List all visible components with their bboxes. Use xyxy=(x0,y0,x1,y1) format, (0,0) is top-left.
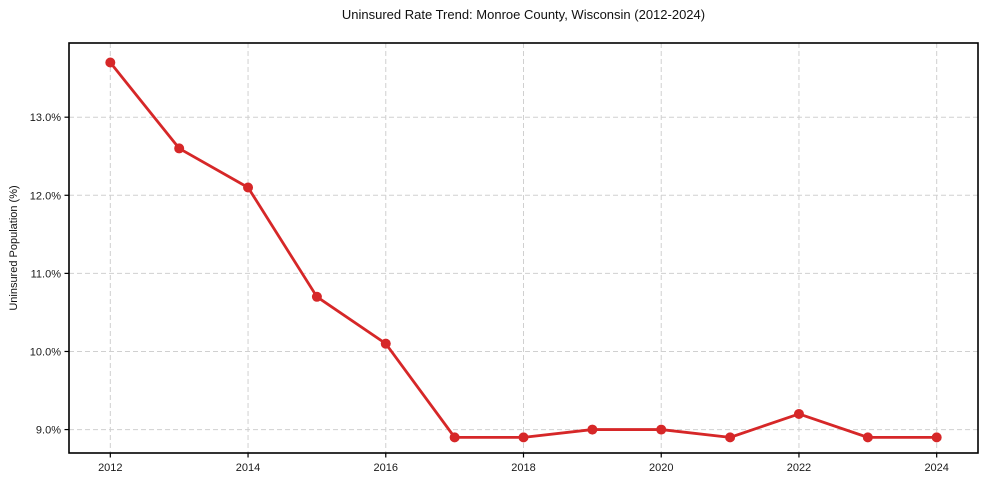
data-point xyxy=(518,432,529,443)
data-point xyxy=(793,408,804,419)
data-point xyxy=(311,291,322,302)
x-tick-label: 2024 xyxy=(924,462,948,474)
data-point xyxy=(449,432,460,443)
data-point xyxy=(174,143,185,154)
chart-title: Uninsured Rate Trend: Monroe County, Wis… xyxy=(341,7,706,22)
x-tick-label: 2022 xyxy=(787,462,811,474)
data-point xyxy=(380,338,391,349)
y-tick-label: 12.0% xyxy=(30,190,61,202)
y-tick-label: 9.0% xyxy=(36,425,61,437)
data-point xyxy=(656,424,667,435)
x-tick-label: 2012 xyxy=(98,462,122,474)
data-point xyxy=(243,182,254,193)
y-tick-label: 13.0% xyxy=(30,112,61,124)
data-point xyxy=(862,432,873,443)
x-tick-label: 2014 xyxy=(236,462,260,474)
data-point xyxy=(725,432,736,443)
x-tick-label: 2018 xyxy=(511,462,535,474)
data-point xyxy=(931,432,942,443)
x-tick-label: 2016 xyxy=(374,462,398,474)
data-point xyxy=(105,57,116,68)
y-tick-label: 10.0% xyxy=(30,346,61,358)
x-tick-label: 2020 xyxy=(649,462,673,474)
y-tick-label: 11.0% xyxy=(31,268,62,280)
data-point xyxy=(587,424,598,435)
